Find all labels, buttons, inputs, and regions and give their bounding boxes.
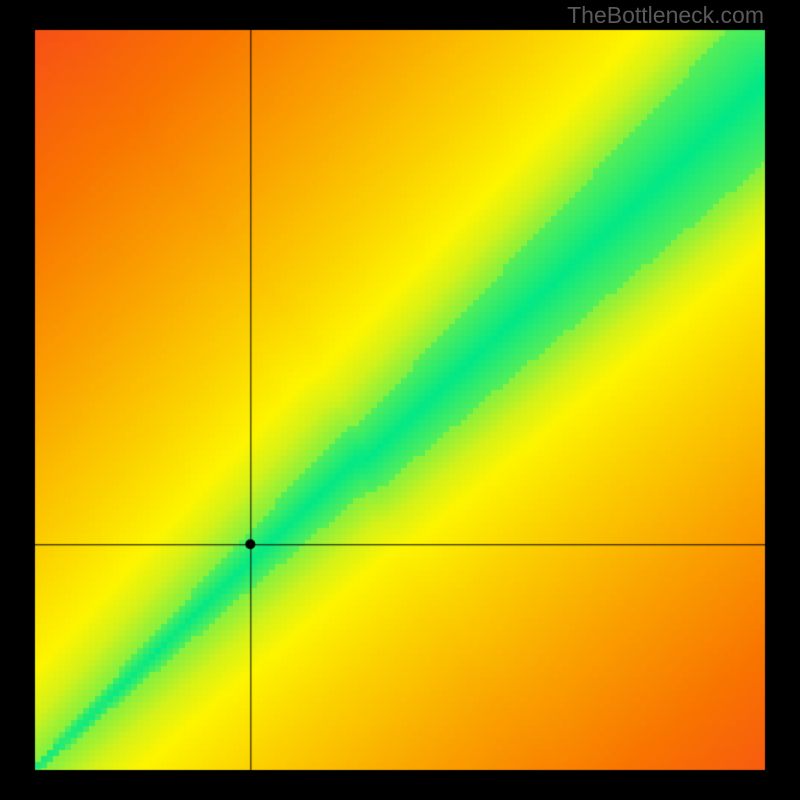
chart-container: TheBottleneck.com [0, 0, 800, 800]
watermark-text: TheBottleneck.com [567, 2, 764, 29]
heatmap-canvas [0, 0, 800, 800]
